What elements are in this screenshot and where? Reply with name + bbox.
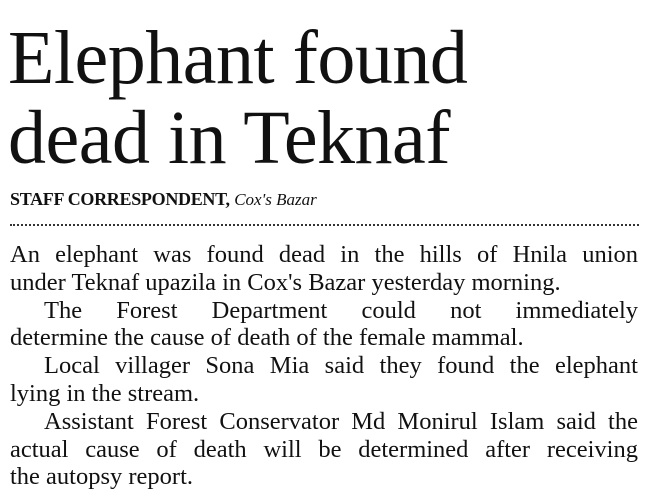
article-body: An elephant was found dead in the hills … — [10, 241, 638, 491]
headline: Elephant found dead in Teknaf — [8, 16, 468, 180]
text-line: actual cause of death will be determined… — [10, 435, 638, 463]
text-line: An elephant was found dead in the hills … — [10, 241, 638, 268]
text-line: determine the cause of death of the fema… — [10, 324, 524, 352]
byline-location: Cox's Bazar — [234, 190, 317, 209]
dotted-divider — [10, 224, 639, 226]
text-line: The Forest Department could not immediat… — [44, 296, 638, 324]
paragraph: Assistant Forest Conservator Md Monirul … — [10, 408, 638, 491]
byline: STAFF CORRESPONDENT, Cox's Bazar — [10, 189, 317, 210]
headline-line: Elephant found — [8, 16, 468, 100]
text-line: the autopsy report. — [10, 463, 194, 491]
byline-author: STAFF CORRESPONDENT, — [10, 189, 230, 209]
text-line: Assistant Forest Conservator Md Monirul … — [44, 407, 638, 435]
headline-line: dead in Teknaf — [8, 96, 451, 180]
paragraph: An elephant was found dead in the hills … — [10, 241, 638, 297]
paragraph: Local villager Sona Mia said they found … — [10, 352, 638, 408]
text-line: Local villager Sona Mia said they found … — [44, 352, 638, 380]
text-line: under Teknaf upazila in Cox's Bazar yest… — [10, 268, 561, 296]
paragraph: The Forest Department could not immediat… — [10, 297, 638, 353]
text-line: lying in the stream. — [10, 379, 200, 407]
